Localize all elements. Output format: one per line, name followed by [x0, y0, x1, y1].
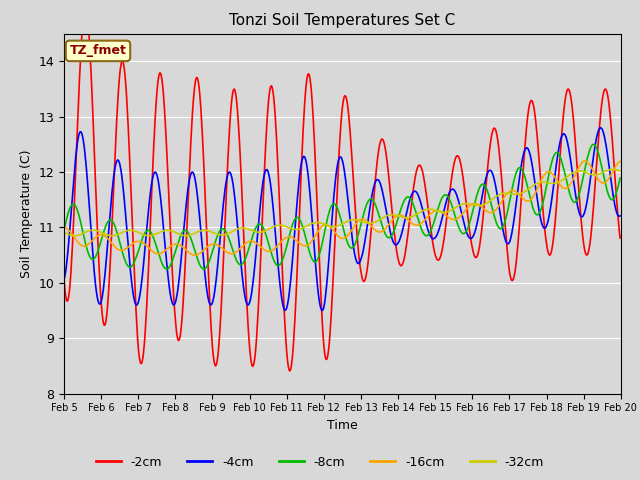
-8cm	[214, 232, 221, 238]
Text: TZ_fmet: TZ_fmet	[70, 44, 127, 58]
-32cm	[70, 233, 78, 239]
Line: -2cm: -2cm	[64, 9, 620, 371]
-4cm	[184, 188, 191, 194]
-4cm	[70, 172, 78, 178]
-4cm	[213, 268, 221, 274]
-32cm	[185, 233, 193, 239]
-8cm	[185, 230, 193, 236]
Line: -4cm: -4cm	[64, 128, 620, 311]
-16cm	[184, 249, 191, 254]
-2cm	[185, 189, 193, 194]
-16cm	[214, 242, 221, 248]
-32cm	[128, 228, 136, 233]
-32cm	[214, 231, 221, 237]
Y-axis label: Soil Temperature (C): Soil Temperature (C)	[20, 149, 33, 278]
X-axis label: Time: Time	[327, 419, 358, 432]
-8cm	[427, 228, 435, 234]
-2cm	[60, 276, 68, 282]
Title: Tonzi Soil Temperatures Set C: Tonzi Soil Temperatures Set C	[229, 13, 456, 28]
-4cm	[410, 188, 418, 194]
-8cm	[127, 264, 135, 269]
-16cm	[410, 222, 418, 228]
-2cm	[70, 208, 78, 214]
-2cm	[82, 6, 90, 12]
-2cm	[214, 352, 221, 358]
-16cm	[127, 241, 135, 247]
-32cm	[71, 233, 79, 239]
-16cm	[191, 252, 198, 258]
-16cm	[616, 158, 624, 164]
-2cm	[286, 368, 294, 374]
-2cm	[128, 216, 136, 221]
-16cm	[70, 234, 78, 240]
-4cm	[60, 277, 68, 283]
-32cm	[410, 213, 418, 218]
-8cm	[616, 175, 624, 181]
Line: -32cm: -32cm	[64, 169, 620, 236]
-16cm	[580, 158, 588, 164]
-32cm	[60, 229, 68, 235]
-16cm	[427, 211, 435, 216]
-32cm	[427, 206, 435, 212]
Line: -16cm: -16cm	[64, 161, 620, 255]
-8cm	[410, 204, 418, 210]
-2cm	[428, 230, 435, 236]
-8cm	[590, 142, 598, 147]
Legend: -2cm, -4cm, -8cm, -16cm, -32cm: -2cm, -4cm, -8cm, -16cm, -32cm	[91, 451, 549, 474]
-4cm	[616, 213, 624, 219]
-2cm	[616, 235, 624, 241]
-32cm	[609, 167, 617, 172]
-8cm	[163, 266, 171, 272]
-4cm	[597, 125, 605, 131]
-4cm	[127, 276, 135, 282]
Line: -8cm: -8cm	[64, 144, 620, 269]
-4cm	[319, 308, 326, 313]
-32cm	[616, 168, 624, 174]
-2cm	[412, 175, 419, 180]
-8cm	[60, 227, 68, 233]
-16cm	[60, 225, 68, 230]
-4cm	[427, 233, 435, 239]
-8cm	[70, 202, 78, 207]
